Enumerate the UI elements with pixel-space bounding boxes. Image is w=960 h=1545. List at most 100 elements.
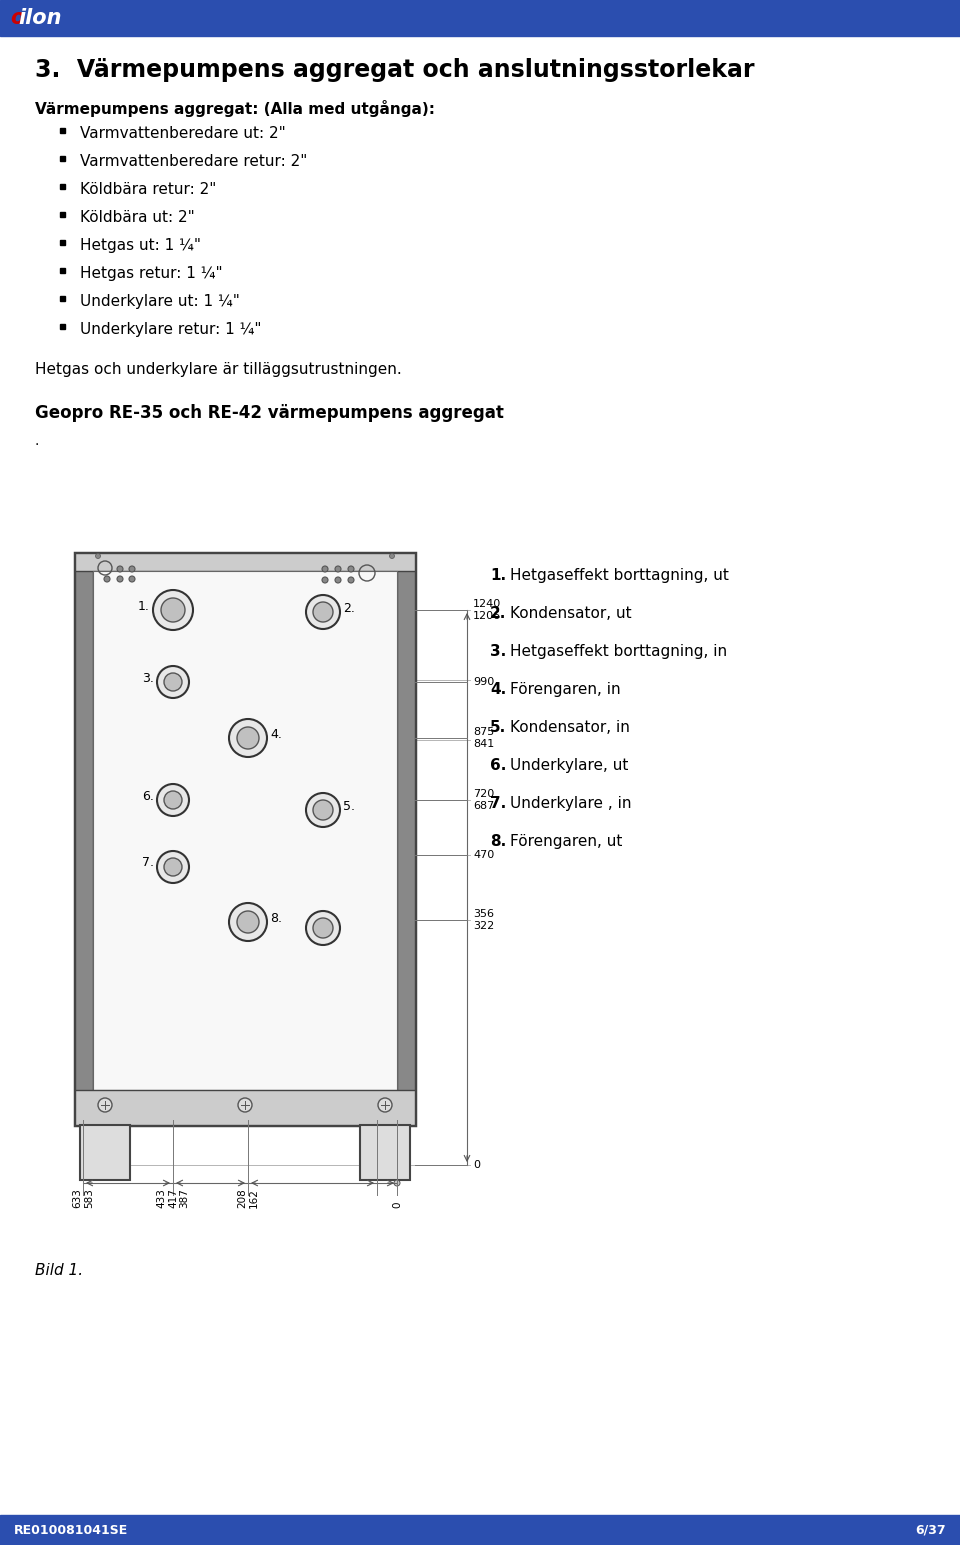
- Text: Kondensator, ut: Kondensator, ut: [510, 606, 632, 621]
- Text: Köldbära retur: 2": Köldbära retur: 2": [80, 182, 216, 198]
- Circle shape: [306, 793, 340, 827]
- Text: 5.: 5.: [490, 720, 506, 735]
- Text: 4.: 4.: [490, 681, 506, 697]
- Circle shape: [238, 1098, 252, 1112]
- Text: 6.: 6.: [490, 759, 506, 772]
- Text: 2.: 2.: [490, 606, 506, 621]
- Circle shape: [104, 576, 110, 582]
- Bar: [75, 553, 415, 572]
- Text: o: o: [10, 8, 24, 28]
- Circle shape: [117, 565, 123, 572]
- Circle shape: [378, 1098, 392, 1112]
- Text: 208
162: 208 162: [237, 1188, 259, 1208]
- Circle shape: [229, 718, 267, 757]
- Text: Förengaren, ut: Förengaren, ut: [510, 834, 622, 850]
- Circle shape: [322, 576, 328, 582]
- Text: 356
322: 356 322: [473, 908, 494, 930]
- Circle shape: [229, 902, 267, 941]
- Bar: [60, 267, 65, 273]
- Text: Köldbära ut: 2": Köldbära ut: 2": [80, 210, 195, 226]
- Bar: [60, 324, 65, 329]
- Text: Underkylare, ut: Underkylare, ut: [510, 759, 629, 772]
- Text: 3.  Värmepumpens aggregat och anslutningsstorlekar: 3. Värmepumpens aggregat och anslutnings…: [35, 59, 755, 82]
- Text: 6/37: 6/37: [916, 1523, 946, 1536]
- Bar: [60, 212, 65, 216]
- Circle shape: [164, 791, 182, 810]
- Text: 1240
1206: 1240 1206: [473, 599, 501, 621]
- Circle shape: [129, 576, 135, 582]
- Circle shape: [322, 565, 328, 572]
- Text: 433
417
387: 433 417 387: [156, 1188, 189, 1208]
- Circle shape: [306, 595, 340, 629]
- Circle shape: [348, 565, 354, 572]
- Text: Underkylare , in: Underkylare , in: [510, 796, 632, 811]
- Text: Hetgas ut: 1 ¼": Hetgas ut: 1 ¼": [80, 238, 201, 253]
- Text: Kondensator, in: Kondensator, in: [510, 720, 630, 735]
- Text: Varmvattenberedare retur: 2": Varmvattenberedare retur: 2": [80, 154, 307, 168]
- Text: Hetgaseffekt borttagning, ut: Hetgaseffekt borttagning, ut: [510, 569, 729, 582]
- Text: 1.: 1.: [490, 569, 506, 582]
- Bar: [75, 553, 93, 1125]
- Text: Varmvattenberedare ut: 2": Varmvattenberedare ut: 2": [80, 127, 286, 141]
- Bar: [80, 1125, 130, 1180]
- Bar: [0, 1516, 960, 1545]
- Circle shape: [161, 598, 185, 623]
- Bar: [360, 1125, 410, 1180]
- Bar: [93, 572, 397, 1091]
- Text: Underkylare retur: 1 ¼": Underkylare retur: 1 ¼": [80, 321, 261, 337]
- Text: ilon: ilon: [18, 8, 61, 28]
- Text: .: .: [35, 434, 39, 448]
- Circle shape: [394, 1180, 400, 1187]
- Circle shape: [390, 553, 395, 558]
- Text: 7.: 7.: [490, 796, 506, 811]
- Circle shape: [313, 918, 333, 938]
- Text: Hetgaseffekt borttagning, in: Hetgaseffekt borttagning, in: [510, 644, 727, 660]
- Text: 875
841: 875 841: [473, 728, 494, 749]
- Bar: [60, 297, 65, 301]
- Text: 3.: 3.: [142, 672, 154, 684]
- Circle shape: [157, 783, 189, 816]
- Text: 633
583: 633 583: [72, 1188, 94, 1208]
- Circle shape: [117, 576, 123, 582]
- Text: 720
687: 720 687: [473, 789, 494, 811]
- Text: 1.: 1.: [138, 599, 150, 612]
- Circle shape: [129, 565, 135, 572]
- Text: RE010081041SE: RE010081041SE: [14, 1523, 129, 1536]
- Circle shape: [335, 576, 341, 582]
- Text: Värmepumpens aggregat: (Alla med utgånga):: Värmepumpens aggregat: (Alla med utgånga…: [35, 100, 435, 117]
- Text: 3.: 3.: [490, 644, 506, 660]
- Circle shape: [164, 857, 182, 876]
- Bar: [60, 156, 65, 161]
- Circle shape: [153, 590, 193, 630]
- Text: Förengaren, in: Förengaren, in: [510, 681, 620, 697]
- Text: 6.: 6.: [142, 789, 154, 802]
- Circle shape: [306, 912, 340, 946]
- Circle shape: [157, 666, 189, 698]
- Circle shape: [157, 851, 189, 884]
- Circle shape: [348, 576, 354, 582]
- Bar: [397, 553, 415, 1125]
- Text: 0: 0: [392, 1202, 402, 1208]
- Bar: [60, 184, 65, 188]
- Bar: [60, 128, 65, 133]
- Text: 470: 470: [473, 850, 494, 861]
- Circle shape: [164, 674, 182, 691]
- Text: Hetgas och underkylare är tilläggsutrustningen.: Hetgas och underkylare är tilläggsutrust…: [35, 362, 401, 377]
- Text: 8.: 8.: [490, 834, 506, 850]
- Circle shape: [95, 553, 101, 558]
- Bar: [75, 1091, 415, 1125]
- Text: 2.: 2.: [343, 601, 355, 615]
- Circle shape: [335, 565, 341, 572]
- Circle shape: [313, 800, 333, 820]
- Bar: [60, 239, 65, 246]
- Text: 8.: 8.: [270, 912, 282, 924]
- Circle shape: [237, 912, 259, 933]
- Text: 990: 990: [473, 677, 494, 688]
- Circle shape: [98, 1098, 112, 1112]
- Bar: [0, 0, 960, 36]
- Text: 4.: 4.: [270, 728, 282, 740]
- Text: 5.: 5.: [343, 799, 355, 813]
- Bar: [75, 553, 415, 1125]
- Text: 0: 0: [473, 1160, 480, 1170]
- Text: Geopro RE-35 och RE-42 värmepumpens aggregat: Geopro RE-35 och RE-42 värmepumpens aggr…: [35, 403, 504, 422]
